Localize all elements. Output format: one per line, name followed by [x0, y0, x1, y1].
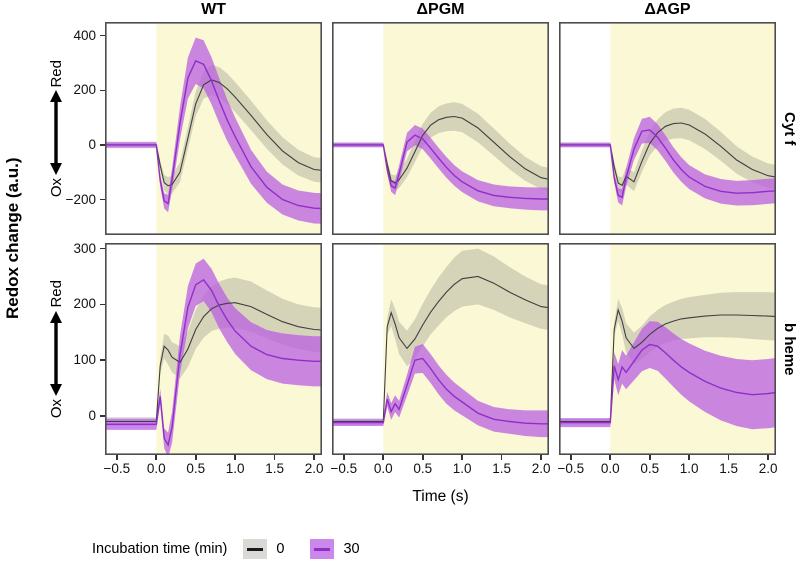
y-tick-mark	[100, 89, 105, 92]
legend-swatch-30min	[310, 539, 335, 559]
panel-plot-pgm-cytf	[332, 22, 550, 235]
legend-title: Incubation time (min)	[92, 541, 228, 557]
legend-entry-label: 30	[343, 541, 360, 557]
x-tick-label: 1.5	[719, 461, 739, 476]
x-tick-mark	[767, 455, 769, 460]
y-tick-mark	[100, 303, 105, 306]
x-tick-label: 0.5	[640, 461, 660, 476]
legend-entry-30min: 30	[310, 539, 360, 559]
x-tick-mark	[155, 455, 158, 460]
x-tick-label: 0.5	[186, 461, 206, 476]
x-tick-label: 2.0	[758, 461, 778, 476]
panel-agp-cytf	[559, 22, 777, 240]
panel-plot-wt-bheme	[105, 243, 323, 458]
y-tick-mark	[100, 198, 105, 201]
panel-plot-wt-cytf	[105, 22, 323, 235]
panel-pgm-cytf	[332, 22, 550, 240]
redox-direction-indicator-bheme: Red Ox	[42, 243, 70, 455]
x-tick-mark	[234, 455, 236, 460]
y-tick-label: 0	[88, 136, 96, 152]
y-tick-mark	[100, 144, 105, 146]
x-tick-label: 2.0	[531, 461, 551, 476]
x-tick-mark	[116, 455, 118, 460]
y-axis-label: Redox change (a.u.)	[3, 157, 22, 320]
x-tick-mark	[500, 455, 503, 460]
x-tick-mark	[313, 455, 315, 460]
double-headed-arrow-icon	[50, 310, 62, 396]
column-title-wt: WT	[201, 1, 226, 18]
legend: Incubation time (min) 0 30	[92, 537, 386, 561]
x-tick-mark	[421, 455, 424, 460]
y-tick-label: −200	[65, 191, 96, 207]
x-tick-mark	[343, 455, 345, 460]
x-tick-label: 0.0	[373, 461, 393, 476]
panel-agp-bheme	[559, 243, 777, 460]
y-tick-mark	[100, 415, 105, 417]
x-tick-label: 2.0	[304, 461, 324, 476]
x-tick-label: 1.0	[452, 461, 472, 476]
x-axis-label: Time (s)	[412, 488, 469, 505]
column-title-agp: ΔAGP	[644, 1, 691, 18]
panel-plot-pgm-bheme	[332, 243, 550, 455]
row-label-bheme: b heme	[781, 322, 798, 376]
panel-pgm-bheme	[332, 243, 550, 460]
x-tick-mark	[609, 455, 612, 460]
panel-plot-agp-cytf	[559, 22, 777, 235]
panel-plot-agp-bheme	[559, 243, 777, 455]
x-tick-label: −0.5	[103, 461, 131, 476]
x-tick-label: −0.5	[330, 461, 358, 476]
row-label-cytf: Cyt f	[781, 111, 798, 146]
y-tick-label: 400	[73, 27, 96, 43]
legend-entry-label: 0	[276, 541, 285, 557]
x-tick-label: 0.0	[146, 461, 166, 476]
y-tick-mark	[100, 359, 105, 361]
x-tick-label: −0.5	[557, 461, 585, 476]
x-tick-label: 0.0	[600, 461, 620, 476]
x-tick-mark	[540, 455, 542, 460]
x-tick-label: 1.0	[225, 461, 245, 476]
column-title-pgm: ΔPGM	[416, 1, 465, 18]
x-tick-mark	[382, 455, 385, 460]
panel-wt-bheme	[105, 243, 323, 460]
x-tick-mark	[273, 455, 276, 460]
y-tick-label: 200	[73, 296, 96, 312]
y-tick-label: 300	[73, 240, 96, 256]
y-tick-label: 0	[88, 407, 96, 423]
x-tick-mark	[194, 455, 197, 460]
y-tick-mark	[100, 34, 105, 37]
x-tick-mark	[648, 455, 651, 460]
x-tick-label: 0.5	[413, 461, 433, 476]
x-tick-label: 1.0	[679, 461, 699, 476]
redox-direction-indicator-cytf: Red Ox	[42, 22, 70, 235]
legend-entry-0min: 0	[243, 539, 284, 559]
x-tick-label: 1.5	[492, 461, 512, 476]
x-tick-label: 1.5	[265, 461, 285, 476]
x-tick-mark	[461, 455, 463, 460]
legend-key-line	[314, 548, 331, 551]
panel-wt-cytf	[105, 22, 323, 240]
x-tick-mark	[727, 455, 730, 460]
legend-swatch-0min	[243, 539, 268, 559]
legend-key-line	[247, 548, 264, 551]
y-tick-label: 100	[73, 352, 96, 368]
x-tick-mark	[688, 455, 690, 460]
double-headed-arrow-icon	[50, 90, 62, 176]
y-tick-mark	[100, 247, 105, 250]
x-tick-mark	[570, 455, 572, 460]
y-tick-label: 200	[73, 82, 96, 98]
